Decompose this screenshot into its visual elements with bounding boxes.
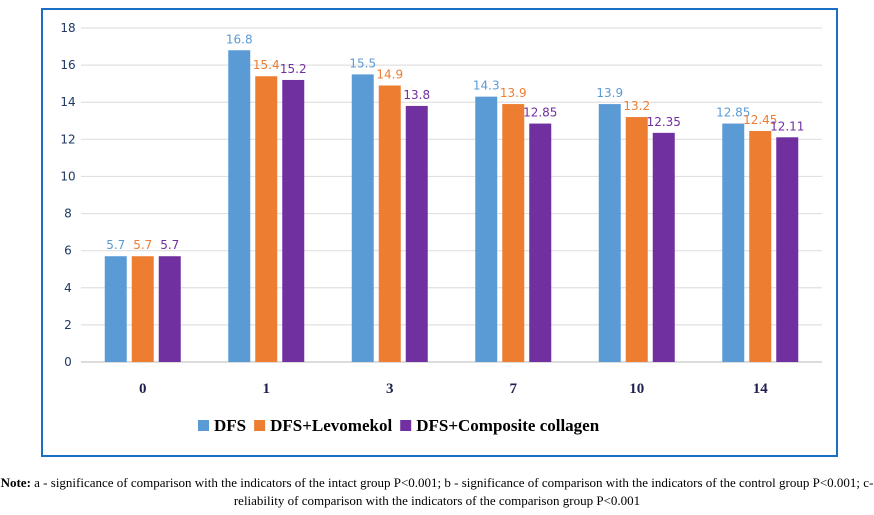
data-label: 13.8	[403, 88, 430, 102]
bar	[598, 104, 621, 363]
x-tick-label: 0	[139, 381, 147, 397]
y-tick-label: 6	[64, 244, 72, 258]
x-axis-ticks: 0 1 3 7 10 14	[139, 381, 768, 397]
data-label: 5.7	[160, 238, 179, 252]
y-tick-label: 2	[64, 318, 72, 332]
y-tick-label: 0	[64, 355, 72, 369]
data-labels: 5.7 5.7 5.716.815.4 15.2 15.514.913.814.313.…	[106, 32, 804, 252]
bar	[255, 76, 278, 362]
legend-swatch	[254, 420, 266, 431]
bar	[625, 117, 648, 362]
legend-swatch	[198, 420, 209, 431]
bar	[351, 74, 374, 362]
data-label: 5.7	[133, 238, 152, 252]
gridlines	[81, 27, 822, 363]
bar	[282, 79, 305, 362]
y-tick-label: 4	[64, 281, 72, 295]
chart-frame	[41, 8, 838, 457]
data-label: 5.7	[106, 238, 125, 252]
data-label: 16.8	[226, 32, 253, 46]
legend-label: DFS	[214, 416, 246, 435]
data-label: 14.9	[376, 68, 403, 82]
x-tick-label: 10	[629, 381, 644, 397]
y-axis-ticks: 0 2 4 6 8 10 12 14 16 18	[60, 21, 75, 369]
legend-swatch	[400, 420, 412, 431]
data-label: 15.2	[280, 62, 307, 76]
x-tick-label: 1	[263, 381, 271, 397]
note-label: Note:	[0, 475, 31, 490]
data-label: 14.3	[473, 79, 500, 93]
bar	[405, 105, 428, 362]
note-text: a - significance of comparison with the …	[30, 475, 874, 508]
data-label: 15.5	[349, 56, 376, 70]
y-tick-label: 12	[60, 132, 75, 146]
data-label: 15.4	[253, 58, 280, 72]
bar	[652, 132, 675, 362]
data-label: 13.9	[596, 86, 623, 100]
y-tick-label: 16	[60, 58, 75, 72]
data-label: 12.45	[743, 113, 777, 127]
y-tick-label: 14	[60, 95, 75, 109]
data-label: 12.85	[523, 106, 557, 120]
x-tick-label: 7	[510, 381, 518, 397]
legend: DFS DFS+Levomekol DFS+Composite collagen	[198, 416, 600, 435]
x-tick-label: 14	[753, 381, 769, 397]
bar	[502, 104, 525, 363]
data-label: 12.35	[647, 115, 681, 129]
data-label: 12.85	[716, 106, 750, 120]
legend-label: DFS+Levomekol	[270, 416, 392, 435]
bar	[228, 50, 251, 363]
bar	[749, 130, 772, 362]
y-tick-label: 8	[64, 207, 72, 221]
bars	[104, 50, 799, 363]
bar	[776, 137, 799, 362]
bar	[104, 256, 127, 362]
y-tick-label: 10	[60, 169, 75, 183]
figure-note: Note: a - significance of comparison wit…	[0, 474, 874, 510]
legend-label: DFS+Composite collagen	[416, 416, 600, 435]
bar	[722, 123, 745, 362]
bar	[378, 85, 401, 363]
bar	[158, 256, 181, 362]
x-tick-label: 3	[386, 381, 394, 397]
bar	[529, 123, 552, 362]
data-label: 13.2	[623, 99, 650, 113]
bar	[475, 96, 498, 363]
y-tick-label: 18	[60, 21, 75, 35]
data-label: 13.9	[500, 86, 527, 100]
bar	[131, 256, 154, 362]
data-label: 12.11	[770, 119, 804, 133]
